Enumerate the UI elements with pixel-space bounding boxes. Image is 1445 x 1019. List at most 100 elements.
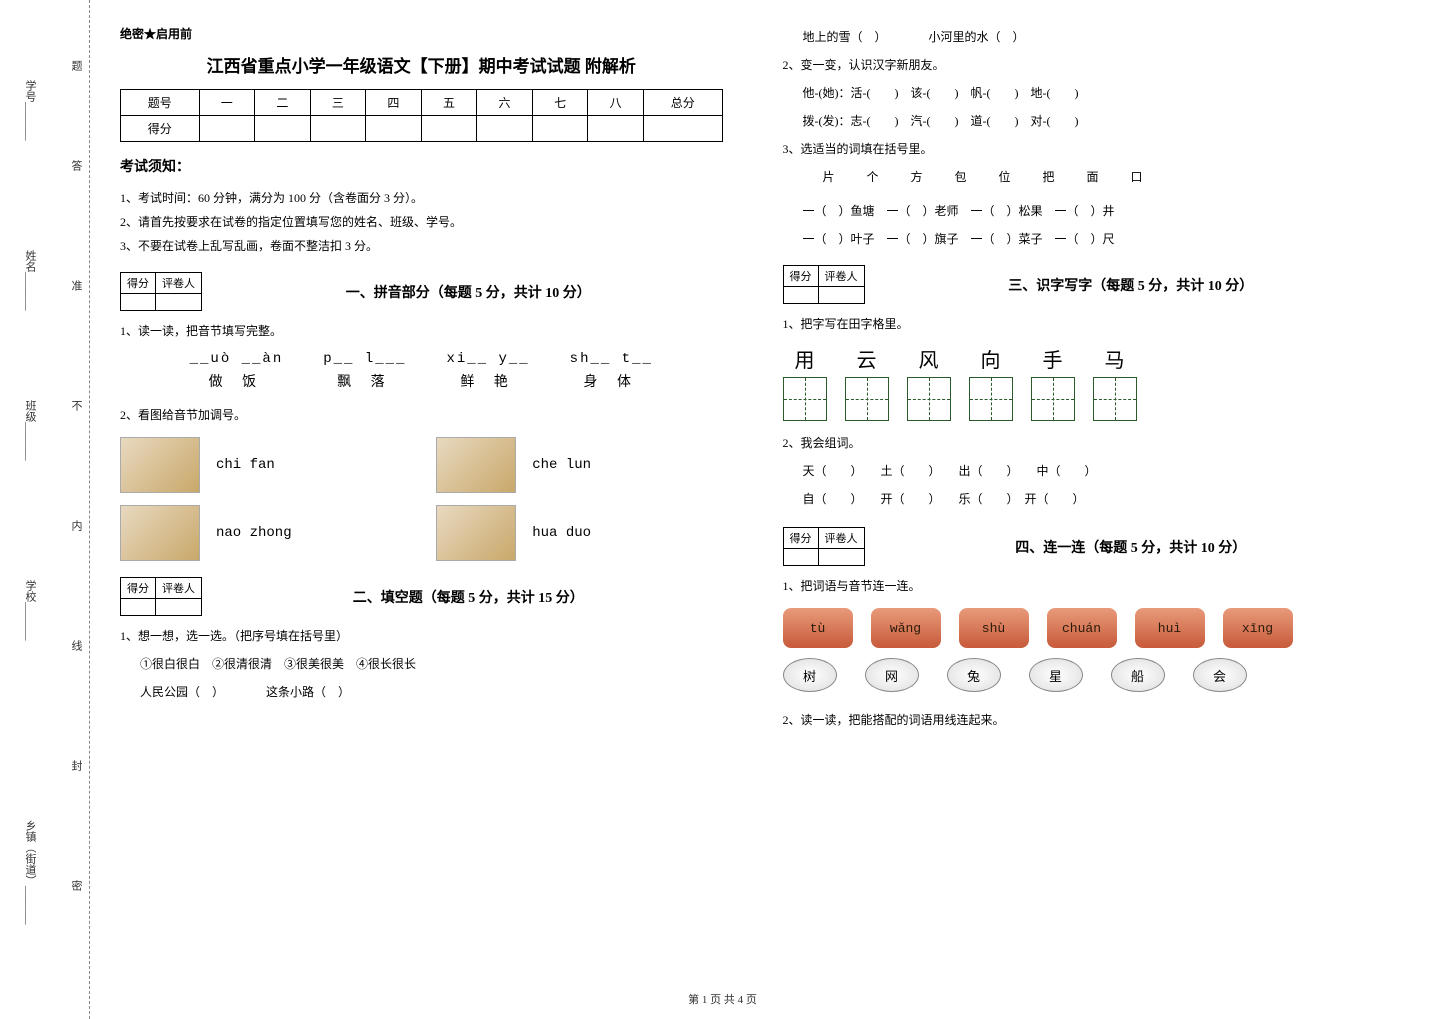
pinyin-han: 身 体 [570,371,653,391]
char-han: 用 [783,344,827,373]
seal-feng: 封 [68,760,84,771]
pearl-han[interactable]: 船 [1111,658,1165,692]
pinyin-item: __uò __àn 做 饭 [190,351,284,391]
pearl-han[interactable]: 星 [1029,658,1083,692]
s1-q1: 1、读一读，把音节填写完整。 [120,319,723,343]
tianzige-box[interactable] [1031,377,1075,421]
s2-q3-l2[interactable]: 一（ ）叶子 一（ ）旗子 一（ ）菜子 一（ ）尺 [783,227,1386,251]
s3-q2-l2[interactable]: 自（ ） 开（ ） 乐（ ） 开（ ） [783,487,1386,511]
scorebox-score: 得分 [783,266,818,287]
char-cell: 用 [783,344,827,421]
tone-image-grid: chi fan che lun nao zhong hua duo [120,437,723,561]
cloud-pinyin[interactable]: tù [783,608,853,648]
s2-q3: 3、选适当的词填在括号里。 [783,137,1386,161]
s2-q3-l1[interactable]: 一（ ）鱼塘 一（ ）老师 一（ ）松果 一（ ）井 [783,199,1386,223]
pinyin-top[interactable]: __uò __àn [190,351,284,367]
th-4: 四 [366,90,422,116]
img-pinyin[interactable]: chi fan [216,457,275,473]
s3-q2: 2、我会组词。 [783,431,1386,455]
pinyin-fill-block: __uò __àn 做 饭 p__ l___ 飘 落 xi__ y__ 鲜 艳 … [120,351,723,391]
th-3: 三 [310,90,366,116]
s3-q2-l1[interactable]: 天（ ） 土（ ） 出（ ） 中（ ） [783,459,1386,483]
img-cell: che lun [436,437,722,493]
scorebox-grader: 评卷人 [818,528,864,549]
pinyin-item: sh__ t__ 身 体 [570,351,653,391]
page-content: 绝密★启用前 江西省重点小学一年级语文【下册】期中考试试题 附解析 题号 一 二… [0,0,1445,761]
seal-xian: 线 [68,640,84,651]
seal-nei: 内 [68,520,84,531]
img-pinyin[interactable]: nao zhong [216,525,292,541]
cloud-pinyin[interactable]: xīng [1223,608,1293,648]
binding-field-school: 学校_______ [22,580,38,641]
pinyin-top[interactable]: p__ l___ [323,351,406,367]
seal-da: 答 [68,160,84,171]
pearl-han[interactable]: 会 [1193,658,1247,692]
cloud-pinyin[interactable]: huì [1135,608,1205,648]
section-title-1: 一、拼音部分（每题 5 分，共计 10 分） [214,282,723,302]
cloud-pinyin[interactable]: wǎng [871,608,941,648]
section-title-3: 三、识字写字（每题 5 分，共计 10 分） [877,275,1386,295]
char-cell: 向 [969,344,1013,421]
binding-field-class: 班级_______ [22,400,38,461]
scorebox: 得分评卷人 [120,272,202,311]
tianzige-box[interactable] [969,377,1013,421]
s2-q1-items[interactable]: 人民公园（ ） 这条小路（ ） [120,680,723,704]
pearl-han[interactable]: 树 [783,658,837,692]
page-footer: 第 1 页 共 4 页 [0,991,1445,1007]
binding-field-name: 姓名_______ [22,250,38,311]
notice-item: 1、考试时间：60 分钟，满分为 100 分（含卷面分 3 分）。 [120,186,723,210]
seal-bu: 不 [68,400,84,411]
picture-icon [120,437,200,493]
tianzige-box[interactable] [845,377,889,421]
confidential-label: 绝密★启用前 [120,25,723,42]
right-column: 地上的雪（ ） 小河里的水（ ） 2、变一变，认识汉字新朋友。 他-(她)：活-… [783,25,1386,736]
picture-icon [436,437,516,493]
s4-q1: 1、把词语与音节连一连。 [783,574,1386,598]
tianzige-box[interactable] [907,377,951,421]
char-cell: 马 [1093,344,1137,421]
section-header-4: 得分评卷人 四、连一连（每题 5 分，共计 10 分） [783,527,1386,566]
notice-item: 2、请首先按要求在试卷的指定位置填写您的姓名、班级、学号。 [120,210,723,234]
scorebox: 得分评卷人 [783,265,865,304]
char-han: 云 [845,344,889,373]
img-cell: hua duo [436,505,722,561]
char-cell: 云 [845,344,889,421]
seal-ti: 题 [68,60,84,71]
pinyin-han: 鲜 艳 [446,371,529,391]
pearl-han[interactable]: 网 [865,658,919,692]
img-cell: nao zhong [120,505,406,561]
th-total: 总分 [643,90,722,116]
char-cell: 风 [907,344,951,421]
seal-zhun: 准 [68,280,84,291]
binding-field-id: 学号_______ [22,80,38,141]
pinyin-item: xi__ y__ 鲜 艳 [446,351,529,391]
notice-title: 考试须知： [120,156,723,176]
tianzige-box[interactable] [783,377,827,421]
section-title-4: 四、连一连（每题 5 分，共计 10 分） [877,537,1386,557]
s2-q1-items2[interactable]: 地上的雪（ ） 小河里的水（ ） [783,25,1386,49]
table-row: 题号 一 二 三 四 五 六 七 八 总分 [121,90,723,116]
char-han: 马 [1093,344,1137,373]
th-8: 八 [588,90,644,116]
s3-q1: 1、把字写在田字格里。 [783,312,1386,336]
section-header-3: 得分评卷人 三、识字写字（每题 5 分，共计 10 分） [783,265,1386,304]
binding-strip: 乡镇（街道）_______ 学校_______ 班级_______ 姓名____… [30,0,90,1019]
pearl-han[interactable]: 兔 [947,658,1001,692]
cloud-pinyin[interactable]: chuán [1047,608,1117,648]
notice-item: 3、不要在试卷上乱写乱画，卷面不整洁扣 3 分。 [120,234,723,258]
img-pinyin[interactable]: che lun [532,457,591,473]
binding-field-township: 乡镇（街道）_______ [22,820,38,925]
s2-q2-l1[interactable]: 他-(她)：活-( ) 该-( ) 帆-( ) 地-( ) [783,81,1386,105]
scorebox-grader: 评卷人 [818,266,864,287]
s2-q1-choices: ①很白很白 ②很清很清 ③很美很美 ④很长很长 [120,652,723,676]
pinyin-top[interactable]: xi__ y__ [446,351,529,367]
cloud-pinyin[interactable]: shù [959,608,1029,648]
pinyin-top[interactable]: sh__ t__ [570,351,653,367]
tianzige-box[interactable] [1093,377,1137,421]
img-pinyin[interactable]: hua duo [532,525,591,541]
pinyin-han: 做 饭 [190,371,284,391]
td-score-label: 得分 [121,116,200,142]
th-2: 二 [255,90,311,116]
s2-q2-l2[interactable]: 拨-(发)：志-( ) 汽-( ) 道-( ) 对-( ) [783,109,1386,133]
s1-q2: 2、看图给音节加调号。 [120,403,723,427]
